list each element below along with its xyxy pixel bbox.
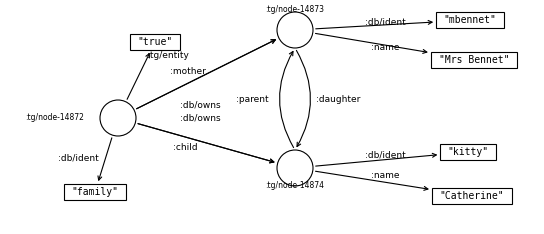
FancyArrowPatch shape — [127, 54, 150, 99]
FancyArrowPatch shape — [296, 50, 311, 146]
FancyBboxPatch shape — [64, 184, 126, 200]
FancyBboxPatch shape — [436, 12, 504, 28]
Text: "Mrs Bennet": "Mrs Bennet" — [439, 55, 509, 65]
Text: "true": "true" — [138, 37, 172, 47]
FancyArrowPatch shape — [316, 33, 427, 53]
Text: :db/ident: :db/ident — [364, 150, 405, 160]
Text: :tg/node-14874: :tg/node-14874 — [265, 180, 325, 190]
Text: :db/owns: :db/owns — [180, 113, 220, 123]
Text: "family": "family" — [71, 187, 119, 197]
FancyArrowPatch shape — [316, 153, 436, 166]
FancyArrowPatch shape — [98, 138, 112, 180]
Text: :db/owns: :db/owns — [180, 100, 220, 110]
FancyBboxPatch shape — [440, 144, 496, 160]
Text: :mother: :mother — [170, 67, 206, 77]
FancyArrowPatch shape — [138, 124, 274, 163]
FancyArrowPatch shape — [316, 20, 432, 29]
Text: :name: :name — [371, 44, 399, 52]
Text: :child: :child — [172, 143, 197, 153]
Ellipse shape — [277, 150, 313, 186]
FancyArrowPatch shape — [138, 124, 274, 163]
Text: :daughter: :daughter — [316, 95, 360, 105]
Text: "mbennet": "mbennet" — [443, 15, 497, 25]
Text: "kitty": "kitty" — [447, 147, 489, 157]
FancyBboxPatch shape — [432, 188, 512, 204]
Text: :db/ident: :db/ident — [58, 154, 98, 162]
Text: :db/ident: :db/ident — [364, 18, 405, 26]
Text: :tg/node-14873: :tg/node-14873 — [265, 6, 325, 15]
Text: :tg/entity: :tg/entity — [147, 51, 189, 59]
Text: :name: :name — [371, 172, 399, 180]
FancyArrowPatch shape — [137, 40, 275, 109]
Text: :tg/node-14872: :tg/node-14872 — [26, 113, 84, 123]
FancyBboxPatch shape — [131, 34, 180, 50]
FancyArrowPatch shape — [137, 40, 275, 109]
FancyBboxPatch shape — [431, 52, 517, 68]
Ellipse shape — [100, 100, 136, 136]
Ellipse shape — [277, 12, 313, 48]
Text: :parent: :parent — [236, 95, 268, 105]
Text: "Catherine": "Catherine" — [440, 191, 504, 201]
FancyArrowPatch shape — [280, 51, 294, 148]
FancyArrowPatch shape — [316, 171, 428, 190]
